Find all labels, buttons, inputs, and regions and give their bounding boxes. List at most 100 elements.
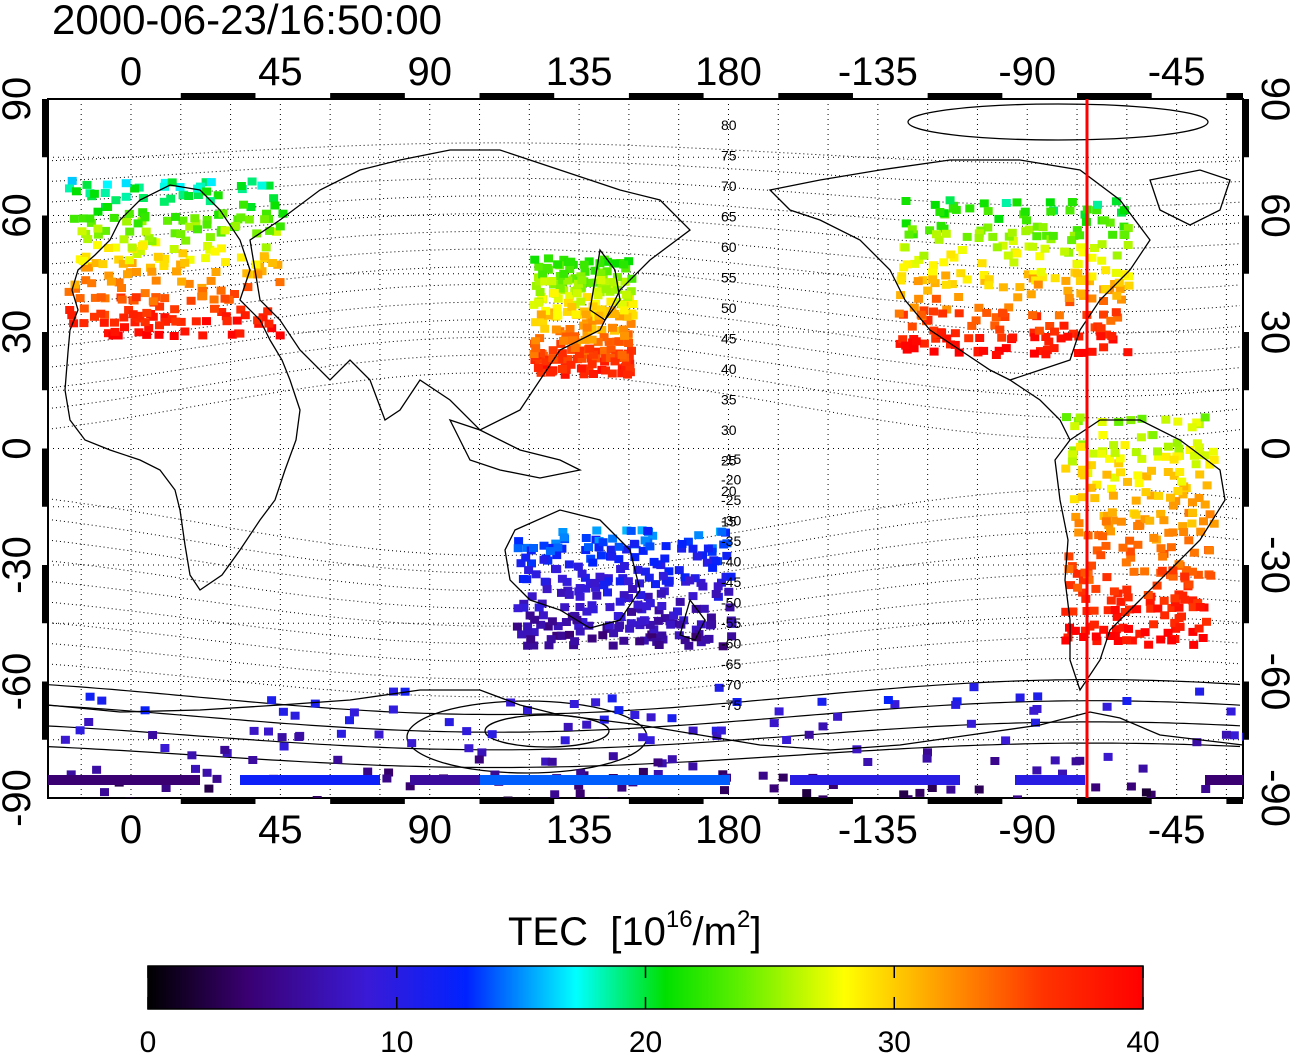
tec-cell — [614, 337, 624, 346]
tec-cell — [79, 214, 88, 223]
tec-cell — [635, 637, 645, 646]
tec-cell — [236, 213, 246, 222]
tec-cell — [1188, 567, 1197, 576]
tec-cell — [558, 355, 568, 364]
tec-cell — [653, 770, 663, 778]
tec-cell — [547, 617, 557, 626]
tec-cell — [1032, 222, 1042, 231]
tec-cell — [1168, 528, 1178, 537]
tec-cell — [148, 297, 158, 306]
tec-cell — [1049, 344, 1059, 353]
tec-cell — [1050, 274, 1060, 283]
tec-cell — [1194, 443, 1204, 452]
tec-cell — [548, 346, 558, 355]
tec-cell — [523, 706, 532, 715]
tec-polar-band — [48, 775, 200, 785]
y-tick-label-left: -60 — [0, 653, 39, 711]
tec-cell — [1078, 588, 1088, 597]
tec-cell — [1026, 290, 1036, 299]
tec-cell — [271, 227, 281, 236]
tec-cell — [965, 204, 975, 213]
tec-cell — [100, 788, 109, 797]
tec-cell — [588, 605, 598, 614]
tec-cell — [75, 726, 85, 735]
tec-cell — [132, 250, 142, 258]
tec-cell — [1087, 561, 1096, 570]
tec-cell — [1073, 260, 1083, 269]
tec-cell — [1084, 575, 1094, 584]
x-tick-label-top: 180 — [695, 50, 762, 94]
maglat-contour — [48, 301, 1241, 355]
tec-cell — [1117, 295, 1126, 304]
tec-cell — [1133, 471, 1143, 480]
tec-cell — [1129, 567, 1139, 576]
tec-cell — [1152, 581, 1162, 590]
tec-cell — [242, 269, 252, 278]
tec-cell — [264, 727, 273, 736]
tec-cell — [117, 295, 127, 304]
tec-cell — [1194, 624, 1204, 633]
tec-cell — [956, 269, 966, 278]
tec-cell — [713, 582, 723, 591]
tec-cell — [1103, 752, 1113, 761]
tec-cell — [590, 266, 600, 275]
tec-cell — [565, 292, 575, 301]
tec-cell — [608, 323, 617, 332]
tec-cell — [170, 229, 180, 238]
tec-cell — [998, 241, 1008, 250]
tec-cell — [914, 294, 924, 303]
tec-cell — [660, 554, 670, 563]
tec-cell — [1079, 348, 1089, 357]
tec-cell — [1092, 546, 1102, 555]
tec-cell — [1132, 605, 1142, 614]
tec-cell — [564, 560, 574, 569]
tec-cell — [935, 208, 945, 216]
tec-cell — [531, 570, 541, 579]
tec-cell — [629, 539, 639, 548]
tec-cell — [1062, 413, 1071, 422]
tec-cell — [1191, 460, 1201, 469]
tec-cell — [1106, 316, 1116, 325]
frame-tick-left — [42, 332, 48, 391]
tec-cell — [909, 344, 919, 353]
tec-cell — [1146, 491, 1156, 500]
tec-cell — [596, 269, 606, 278]
tec-cell — [1177, 612, 1186, 621]
tec-cell — [852, 745, 862, 754]
tec-cell — [609, 309, 619, 318]
tec-cell — [1071, 512, 1081, 521]
tec-cell — [897, 272, 907, 281]
tec-cell — [1192, 439, 1202, 448]
tec-cell — [244, 215, 254, 224]
tec-cell — [623, 577, 633, 586]
tec-cell — [732, 698, 742, 706]
tec-cell — [907, 225, 917, 234]
tec-cell — [971, 316, 981, 325]
tec-cell — [1064, 565, 1074, 573]
tec-cell — [1142, 472, 1152, 481]
tec-cell — [1173, 487, 1183, 495]
tec-cell — [667, 714, 677, 723]
tec-cell — [190, 214, 200, 223]
tec-cell — [619, 306, 629, 315]
tec-cell — [529, 628, 539, 637]
tec-cell — [1110, 280, 1120, 288]
maglat-label: -65 — [721, 656, 741, 672]
tec-cell — [566, 360, 576, 369]
tec-cell — [336, 729, 346, 738]
tec-cell — [1089, 606, 1099, 615]
tec-cell — [101, 226, 110, 235]
x-tick-label-top: 0 — [120, 50, 142, 94]
tec-cell — [1076, 289, 1086, 298]
tec-cell — [513, 604, 523, 613]
tec-cell — [536, 310, 546, 319]
tec-cell — [698, 551, 707, 560]
maglat-label: -40 — [721, 554, 741, 570]
tec-cell — [1116, 517, 1126, 526]
tec-cell — [645, 542, 655, 551]
x-tick-label-top: -90 — [998, 50, 1056, 94]
tec-cell — [582, 607, 592, 616]
tec-cell — [227, 330, 237, 339]
tec-cell — [1034, 326, 1044, 335]
tec-cell — [599, 581, 609, 590]
